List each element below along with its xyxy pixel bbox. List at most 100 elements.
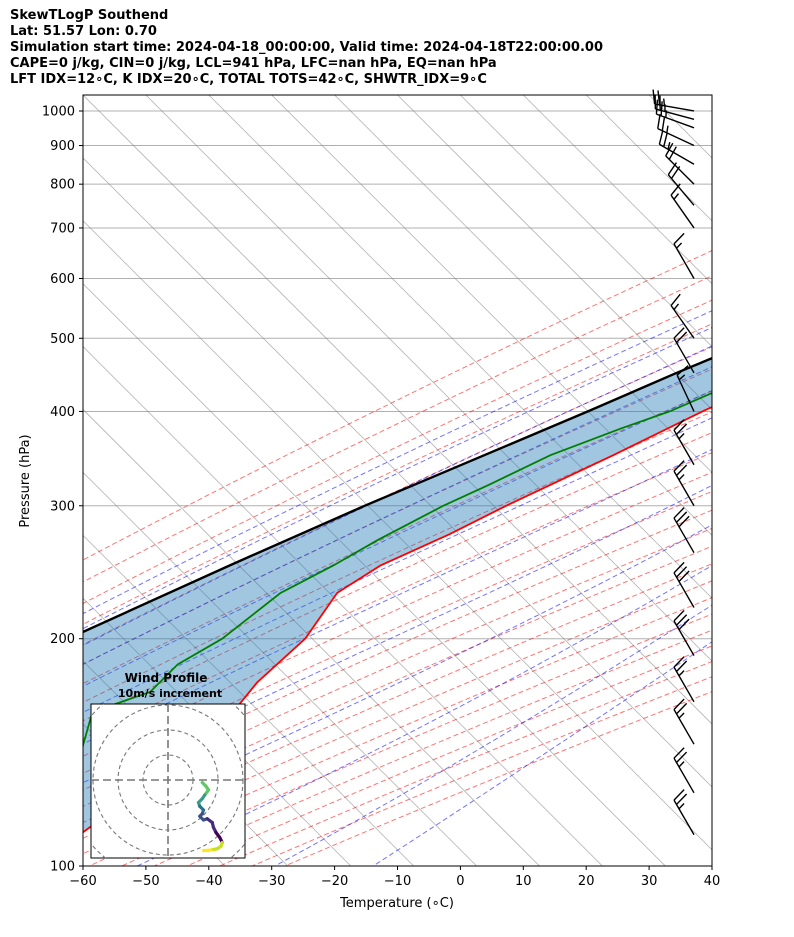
isotherm-line: [711, 95, 712, 96]
wind-barb-shaft: [673, 429, 695, 466]
isotherm-line: [83, 346, 603, 866]
x-tick-label: 0: [456, 874, 464, 889]
chart-title-block: SkewTLogP Southend Lat: 51.57 Lon: 0.70 …: [10, 8, 603, 88]
x-tick-label: 20: [578, 874, 595, 889]
y-tick-label: 300: [50, 499, 75, 514]
wind-barb-shaft: [656, 113, 695, 129]
wind-barb-flag: [675, 464, 688, 476]
isotherm-line: [83, 157, 712, 788]
x-tick-label: 10: [515, 874, 532, 889]
wind-barb-shaft: [667, 174, 695, 206]
y-tick-label: 1000: [42, 104, 75, 119]
dry-adiabat-line: [83, 509, 712, 791]
moist-adiabat-line: [83, 484, 712, 784]
wind-barb-shaft: [673, 757, 695, 794]
wind-barb-flag: [673, 789, 685, 801]
x-tick-label: −60: [69, 874, 96, 889]
wind-barb-flag: [655, 99, 659, 115]
wind-barb-flag: [667, 162, 678, 176]
isotherm-line: [145, 95, 712, 662]
wind-barb-flag: [658, 129, 664, 145]
dry-adiabat-line: [83, 411, 712, 704]
wind-barb-shaft: [665, 155, 695, 185]
wind-barb-half-flag: [678, 670, 685, 677]
wind-barb-half-flag: [678, 803, 685, 810]
wind-barb: [665, 142, 695, 185]
plot-area: [83, 95, 712, 866]
y-axis-label: Pressure (hPa): [18, 434, 33, 527]
wind-barb: [673, 789, 695, 836]
wind-barb: [670, 183, 695, 229]
wind-barb-half-flag: [678, 374, 686, 381]
wind-barb-flag: [663, 132, 668, 147]
wind-barb-flag: [673, 561, 685, 574]
moist-adiabat-line: [83, 326, 712, 630]
x-axis-label: Temperature (∘C): [339, 896, 454, 911]
wind-barb-flag: [675, 793, 688, 805]
isotherm-line: [83, 283, 666, 866]
wind-barb-flag: [673, 327, 685, 339]
wind-barb: [673, 327, 695, 374]
moist-adiabat-line: [83, 345, 712, 646]
wind-barb: [658, 129, 695, 165]
wind-barb-flag: [678, 570, 690, 582]
wind-barb-shaft: [670, 194, 695, 229]
y-tick-label: 400: [50, 405, 75, 420]
wind-barb-flag: [673, 656, 685, 668]
hodograph-title: Wind Profile: [125, 671, 208, 685]
wind-barb-flag: [673, 609, 685, 622]
chart-title: SkewTLogP Southend: [10, 8, 169, 23]
wind-barb: [673, 698, 695, 745]
wind-barb: [673, 507, 695, 554]
x-tick-label: 40: [704, 874, 721, 889]
wind-barb-shaft: [673, 666, 695, 703]
wind-barb-flag: [676, 365, 689, 376]
wind-barb-flag: [673, 460, 685, 472]
y-tick-label: 900: [50, 139, 75, 154]
wind-barb: [652, 89, 695, 112]
wind-barb-half-flag: [666, 125, 669, 133]
isotherm-line: [397, 95, 712, 411]
wind-barb-flag: [657, 114, 661, 129]
moist-adiabat-line: [83, 310, 712, 615]
dry-adiabat-line: [83, 545, 712, 824]
wind-barb-flag: [673, 232, 685, 245]
wind-barb-flag: [675, 614, 688, 626]
wind-barb-half-flag: [665, 110, 668, 118]
x-tick-label: −40: [195, 874, 222, 889]
dry-adiabat-line: [83, 452, 712, 740]
chart-convective-params: CAPE=0 j/kg, CIN=0 j/kg, LCL=941 hPa, LF…: [10, 56, 497, 71]
isotherm-line: [460, 95, 712, 348]
wind-barb-shaft: [673, 517, 695, 554]
wind-barb-flag: [675, 511, 688, 523]
wind-barb-flag: [675, 702, 688, 715]
isotherm-line: [648, 95, 712, 159]
wind-barb: [667, 162, 695, 206]
isotherm-line: [83, 471, 477, 866]
wind-barb: [673, 232, 695, 279]
wind-barb-flag: [668, 146, 677, 160]
wind-barb: [673, 656, 695, 703]
wind-barb-flag: [670, 293, 681, 306]
wind-barb-shaft: [673, 337, 695, 374]
wind-barb-flag: [675, 566, 688, 578]
wind-barb: [655, 99, 695, 129]
wind-barb-flag: [660, 101, 663, 116]
wind-barb-flag: [661, 116, 666, 131]
wind-barb-flag: [665, 142, 674, 157]
isotherm-line: [334, 95, 712, 473]
dry-adiabat-line: [83, 250, 712, 561]
chart-simulation-time: Simulation start time: 2024-04-18_00:00:…: [10, 40, 603, 55]
isotherm-line: [208, 95, 712, 599]
wind-barb-half-flag: [678, 433, 685, 440]
dewpoint-line: [83, 392, 712, 749]
moist-adiabat-line: [83, 366, 712, 665]
wind-barb-flag: [673, 419, 685, 431]
y-tick-label: 600: [50, 272, 75, 287]
wind-barb-half-flag: [667, 142, 671, 150]
wind-barb-shaft: [659, 143, 695, 165]
wind-barb-flag: [673, 747, 685, 759]
chart-location: Lat: 51.57 Lon: 0.70: [10, 24, 157, 39]
wind-barb-flag: [678, 515, 690, 528]
